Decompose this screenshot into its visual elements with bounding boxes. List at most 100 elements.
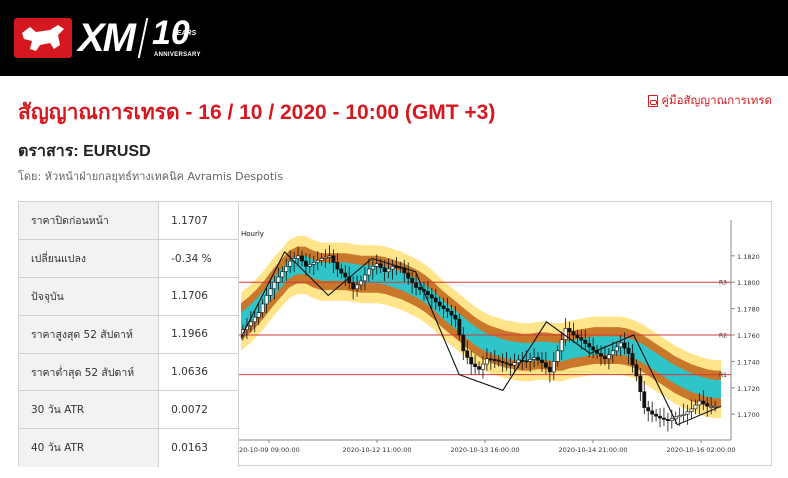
top-bar: XM 10 YEARS ANNIVERSARY	[0, 0, 788, 76]
author-line: โดย: หัวหน้าฝ่ายกลยุทธ์ทางเทคนิค Avramis…	[18, 170, 283, 183]
candle-body	[485, 358, 489, 365]
candle-body	[693, 404, 698, 410]
candle-body	[268, 288, 273, 296]
candle-body	[473, 363, 477, 367]
candle-body	[496, 359, 501, 362]
anniversary-word: ANNIVERSARY	[154, 52, 201, 58]
candle-body	[382, 267, 387, 272]
stat-label: ราคาปิดก่อนหน้า	[19, 202, 160, 241]
candle-body	[504, 362, 509, 365]
candle-body	[406, 272, 411, 279]
candle-body	[256, 312, 261, 318]
candle-body	[642, 391, 647, 408]
candle-body	[701, 400, 706, 404]
candle-body	[414, 282, 418, 288]
candle-body	[374, 263, 379, 267]
candle-body	[662, 417, 666, 420]
pdf-icon	[648, 95, 659, 107]
candle-body	[335, 262, 340, 270]
table-row: 40 วัน ATR 0.0163	[19, 428, 239, 467]
candle-body	[386, 268, 391, 272]
instrument-heading: ตราสาร: EURUSD	[18, 143, 151, 160]
stat-value: 0.0072	[158, 390, 239, 430]
candle-body	[248, 321, 253, 327]
candle-body	[418, 287, 422, 290]
candle-body	[370, 266, 375, 270]
candle-body	[618, 342, 623, 348]
candle-body	[315, 260, 320, 263]
stat-label: 40 วัน ATR	[19, 428, 160, 467]
candle-body	[579, 337, 584, 341]
candle-body	[551, 361, 556, 373]
candle-body	[591, 346, 596, 351]
stat-label: ปัจจุบัน	[19, 277, 160, 316]
candle-body	[614, 346, 619, 352]
stat-value: 1.1706	[158, 277, 239, 316]
candle-body	[677, 415, 682, 418]
candle-body	[583, 339, 588, 344]
anniversary-badge: 10 YEARS ANNIVERSARY	[152, 14, 208, 60]
anniversary-years: YEARS	[172, 30, 197, 37]
anniversary-number: 10	[152, 14, 190, 52]
y-tick-label: 1.1780	[737, 306, 760, 314]
candle-body	[300, 255, 304, 262]
candle-body	[457, 318, 462, 336]
candle-body	[347, 276, 352, 284]
candle-body	[284, 266, 289, 272]
candle-body	[634, 364, 639, 377]
candle-body	[606, 354, 611, 360]
candle-body	[697, 400, 702, 406]
stat-value: 1.1707	[158, 202, 239, 241]
candle-body	[528, 359, 533, 362]
zigzag-line	[240, 250, 722, 426]
xm-logo[interactable]: XM 10 YEARS ANNIVERSARY	[14, 14, 208, 62]
candle-body	[355, 284, 359, 290]
candle-body	[366, 268, 371, 276]
candle-body	[429, 294, 434, 299]
candle-body	[575, 334, 580, 338]
candle-body	[433, 297, 438, 303]
candle-body	[410, 277, 415, 284]
candle-body	[276, 276, 281, 283]
candle-body	[445, 308, 450, 312]
candle-body	[532, 357, 537, 360]
candle-body	[359, 280, 363, 286]
table-row: เปลี่ยนแปลง -0.34 %	[19, 239, 239, 279]
signal-panel: ราคาปิดก่อนหน้า 1.1707 เปลี่ยนแปลง -0.34…	[18, 201, 772, 467]
candle-body	[319, 258, 324, 261]
candle-body	[638, 375, 643, 393]
candle-body	[567, 328, 572, 333]
candle-body	[559, 339, 564, 352]
signals-guide-link[interactable]: คู่มือสัญญาณการเทรด	[648, 92, 772, 110]
candle-body	[280, 271, 285, 278]
candle-body	[524, 360, 529, 363]
candle-body	[390, 266, 395, 270]
candle-body	[610, 350, 615, 356]
candle-body	[603, 355, 607, 360]
candle-body	[477, 366, 481, 370]
candle-body	[492, 359, 497, 361]
candle-body	[465, 350, 470, 358]
x-tick-label: 2020-10-14 21:00:00	[558, 446, 627, 454]
candle-body	[311, 262, 316, 265]
table-row: ราคาสูงสุด 52 สัปดาห์ 1.1966	[19, 315, 239, 354]
stat-value: 1.0636	[158, 353, 239, 392]
candle-body	[437, 301, 442, 307]
candle-body	[241, 329, 245, 336]
candle-body	[288, 260, 293, 267]
signals-guide-label: คู่มือสัญญาณการเทรด	[661, 93, 772, 107]
stat-label: ราคาสูงสุด 52 สัปดาห์	[19, 315, 160, 354]
candle-body	[307, 264, 312, 267]
candle-body	[339, 268, 344, 274]
y-tick-label: 1.1700	[737, 411, 760, 419]
logo-divider	[137, 18, 149, 58]
y-tick-label: 1.1760	[737, 332, 760, 340]
candle-body	[681, 413, 686, 416]
candle-body	[516, 359, 521, 364]
stat-label: 30 วัน ATR	[19, 390, 160, 430]
candle-body	[453, 314, 458, 320]
candle-body	[323, 256, 328, 259]
candle-body	[665, 419, 670, 422]
candle-body	[713, 405, 717, 408]
candle-body	[441, 305, 446, 309]
